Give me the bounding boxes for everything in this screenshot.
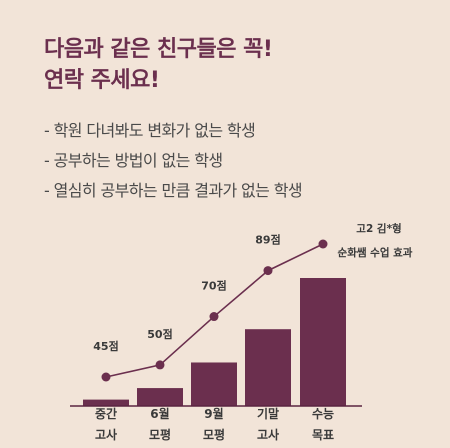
x-tick-label: 6월 <box>150 406 169 421</box>
x-tick-label: 고사 <box>95 427 117 442</box>
point-label: 89점 <box>255 233 280 247</box>
x-tick-label: 수능 <box>312 407 334 421</box>
bullet-list: 학원 다녀봐도 변화가 없는 학생 공부하는 방법이 없는 학생 열심히 공부하… <box>44 116 303 206</box>
bar <box>300 278 346 406</box>
x-tick-label: 모평 <box>149 428 171 442</box>
chart-annotation-line-1: 고2 김*형 <box>356 222 401 235</box>
point-group <box>101 239 328 382</box>
headline-line-1: 다음과 같은 친구들은 꼭! <box>44 37 273 62</box>
line-point <box>101 372 111 382</box>
x-tick-label: 목표 <box>312 428 334 442</box>
bullet-item: 공부하는 방법이 없는 학생 <box>44 146 302 176</box>
bar <box>83 399 129 406</box>
bar-group <box>83 278 346 406</box>
bar <box>137 388 183 406</box>
bullet-item: 학원 다녀봐도 변화가 없는 학생 <box>44 116 302 146</box>
point-label: 70점 <box>201 279 226 293</box>
line-point <box>209 312 219 322</box>
point-label: 45점 <box>93 339 118 353</box>
x-tick-label: 9월 <box>204 406 223 421</box>
x-tick-label: 중간 <box>95 406 117 421</box>
chart-annotation-line-2: 순화쌤 수업 효과 <box>338 246 413 259</box>
headline-line-2: 연락 주세요! <box>44 68 160 93</box>
point-label: 50점 <box>147 327 172 341</box>
x-tick-label: 모평 <box>203 428 225 442</box>
line-point <box>318 239 328 249</box>
line-point <box>155 360 165 370</box>
bar <box>191 362 237 406</box>
headline: 다음과 같은 친구들은 꼭! 연락 주세요! <box>44 34 273 96</box>
bar <box>245 329 291 406</box>
point-label-group: 45점 50점 70점 89점 <box>93 233 280 353</box>
x-tick-label: 고사 <box>257 427 279 442</box>
x-tick-label: 기말 <box>257 406 279 421</box>
line-point <box>263 266 273 276</box>
bullet-item: 열심히 공부하는 만큼 결과가 없는 학생 <box>44 176 303 206</box>
